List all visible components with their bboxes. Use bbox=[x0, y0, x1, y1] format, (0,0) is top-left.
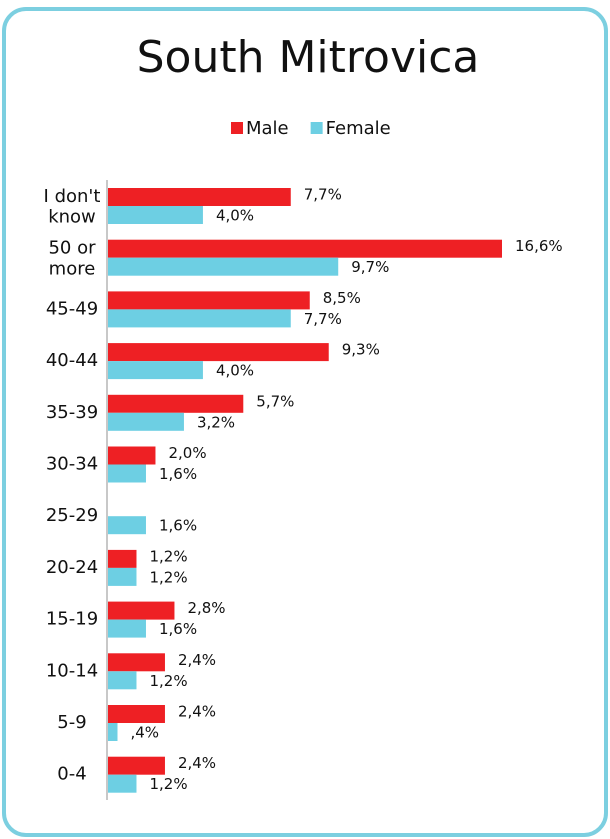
bar bbox=[108, 446, 156, 465]
value-label: 1,6% bbox=[159, 517, 197, 535]
chart-title: South Mitrovica bbox=[137, 32, 480, 83]
legend-swatch bbox=[310, 122, 323, 134]
bar bbox=[108, 343, 329, 362]
value-label: 8,5% bbox=[323, 289, 361, 307]
bar bbox=[108, 671, 137, 690]
value-label: 1,2% bbox=[149, 775, 187, 793]
bar bbox=[108, 188, 291, 206]
category-line: more bbox=[49, 258, 96, 279]
bar bbox=[108, 567, 137, 586]
value-label: 7,7% bbox=[304, 310, 342, 328]
bar bbox=[108, 516, 146, 535]
category-label: 15-19 bbox=[46, 609, 98, 630]
category-label: 45-49 bbox=[46, 298, 98, 319]
value-label: 1,2% bbox=[149, 568, 187, 586]
value-label: 2,0% bbox=[168, 444, 206, 462]
value-label: ,4% bbox=[130, 724, 159, 742]
bar bbox=[108, 361, 203, 380]
category-label: 30-34 bbox=[46, 454, 98, 475]
bar bbox=[108, 756, 165, 775]
bar bbox=[108, 291, 310, 310]
bar bbox=[108, 549, 137, 568]
value-label: 2,4% bbox=[178, 754, 216, 772]
bar bbox=[108, 412, 184, 431]
value-label: 5,7% bbox=[256, 392, 294, 410]
bar bbox=[108, 723, 118, 741]
category-label: 20-24 bbox=[46, 557, 98, 578]
category-label: 35-39 bbox=[46, 402, 98, 423]
category-label: 0-4 bbox=[57, 764, 86, 785]
value-label: 4,0% bbox=[216, 362, 254, 380]
value-label: 4,0% bbox=[216, 207, 254, 225]
value-label: 9,7% bbox=[351, 258, 389, 276]
value-label: 16,6% bbox=[515, 237, 563, 255]
bar bbox=[108, 257, 339, 276]
value-label: 1,2% bbox=[149, 547, 187, 565]
value-label: 3,2% bbox=[197, 413, 235, 431]
value-label: 1,6% bbox=[159, 465, 197, 483]
category-label: 5-9 bbox=[57, 712, 86, 733]
bar bbox=[108, 601, 175, 620]
bar bbox=[108, 239, 502, 258]
value-label: 1,6% bbox=[159, 620, 197, 638]
category-label: 50 or more bbox=[48, 238, 96, 280]
value-label: 1,2% bbox=[149, 672, 187, 690]
legend-swatch bbox=[231, 122, 243, 134]
category-label: 10-14 bbox=[46, 660, 98, 681]
category-label: I don't know bbox=[44, 186, 101, 228]
value-label: 7,7% bbox=[304, 186, 342, 204]
category-label: 40-44 bbox=[46, 350, 98, 371]
bar bbox=[108, 394, 244, 413]
value-label: 9,3% bbox=[342, 341, 380, 359]
bar bbox=[108, 774, 137, 793]
category-label: 25-29 bbox=[46, 505, 98, 526]
bar bbox=[108, 653, 165, 672]
bar bbox=[108, 206, 203, 224]
value-label: 2,4% bbox=[178, 703, 216, 721]
category-line: 50 or bbox=[48, 238, 96, 259]
category-line: know bbox=[48, 207, 96, 228]
value-label: 2,8% bbox=[187, 599, 225, 617]
legend-label: Male bbox=[246, 118, 289, 139]
legend-label: Female bbox=[326, 118, 391, 139]
value-label: 2,4% bbox=[178, 651, 216, 669]
bar bbox=[108, 705, 165, 723]
category-line: I don't bbox=[44, 186, 101, 207]
bar bbox=[108, 464, 146, 483]
bar bbox=[108, 309, 291, 328]
bar bbox=[108, 619, 146, 638]
